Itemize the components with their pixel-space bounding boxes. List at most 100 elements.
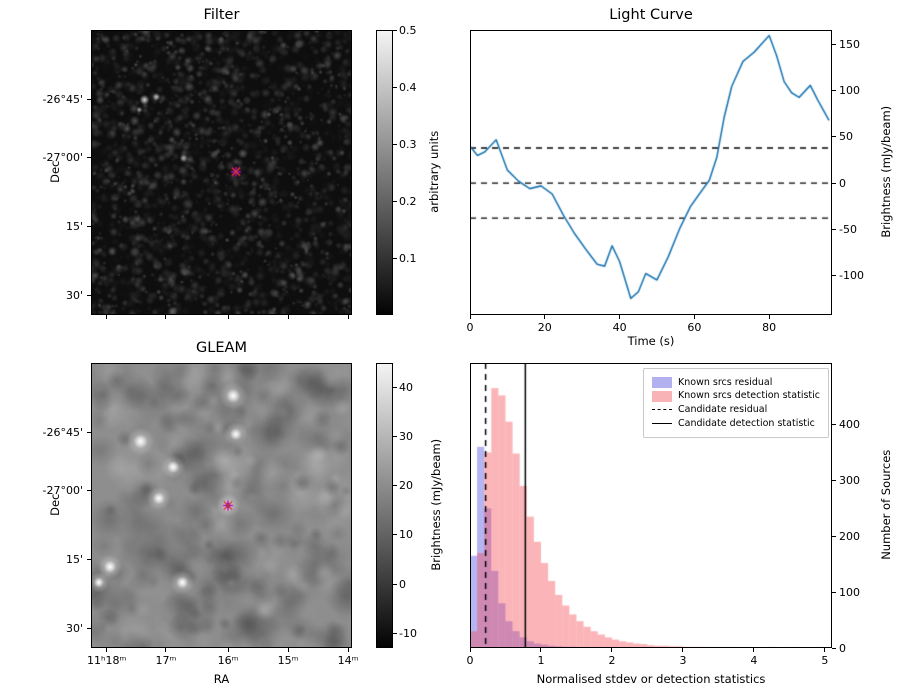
gleam-colorbar-tick-label: 40 xyxy=(399,381,413,395)
histogram-ytick-label: 0 xyxy=(839,641,846,655)
filter-colorbar-tick-label: 0.1 xyxy=(399,251,417,265)
gleam-ytick-label: 30' xyxy=(65,622,83,636)
legend-entry: Candidate residual xyxy=(652,404,820,415)
lightcurve-xtick xyxy=(619,315,621,319)
histogram-ytick-label: 300 xyxy=(839,473,860,487)
gleam-colorbar-tick xyxy=(393,632,397,634)
lightcurve-ytick xyxy=(832,274,836,276)
gleam-xtick-label: 15ᵐ xyxy=(277,654,299,667)
gleam-title: GLEAM xyxy=(196,340,247,356)
lightcurve-xtick xyxy=(693,315,695,319)
filter-image-canvas xyxy=(91,30,352,315)
lightcurve-xtick xyxy=(768,315,770,319)
lightcurve-ytick-label: 50 xyxy=(839,130,853,144)
gleam-colorbar-label: Brightness (mJy/beam) xyxy=(428,438,443,571)
lightcurve-ytick-label: 150 xyxy=(839,38,860,52)
gleam-colorbar-tick-label: 10 xyxy=(399,528,413,542)
histogram-xtick-label: 0 xyxy=(466,654,474,667)
histogram-ytick-label: 400 xyxy=(839,417,860,431)
gleam-colorbar-tick-label: -10 xyxy=(399,626,417,640)
lightcurve-ytick-label: -100 xyxy=(839,268,864,282)
filter-ytick-label: 30' xyxy=(65,289,83,303)
legend-label: Candidate detection statistic xyxy=(678,418,815,430)
histogram-ytick-label: 100 xyxy=(839,585,860,599)
gleam-colorbar-tick-label: 0 xyxy=(399,577,406,591)
gleam-colorbar-tick xyxy=(393,583,397,585)
filter-ytick xyxy=(87,295,91,297)
histogram-ytick xyxy=(832,535,836,537)
gleam-xtick xyxy=(106,648,108,652)
histogram-xtick xyxy=(824,648,826,652)
legend-swatch-patch xyxy=(652,376,672,388)
lightcurve-ytick xyxy=(832,228,836,230)
lightcurve-ytick xyxy=(832,136,836,138)
gleam-xtick xyxy=(227,648,229,652)
lightcurve-xtick-label: 20 xyxy=(537,321,552,334)
histogram-legend: Known srcs residual Known srcs detection … xyxy=(643,368,829,439)
filter-ytick-label: 15' xyxy=(65,220,83,234)
gleam-xtick-label: 17ᵐ xyxy=(155,654,177,667)
lightcurve-xlabel: Time (s) xyxy=(627,334,675,348)
histogram-ytick-label: 200 xyxy=(839,529,860,543)
filter-colorbar-tick xyxy=(393,29,397,31)
filter-ytick xyxy=(87,99,91,101)
histogram-ytick xyxy=(832,423,836,425)
histogram-xlabel: Normalised stdev or detection statistics xyxy=(536,672,766,686)
legend-label: Known srcs residual xyxy=(678,376,773,388)
histogram-xtick xyxy=(753,648,755,652)
filter-colorbar-canvas xyxy=(376,30,393,315)
filter-colorbar-tick xyxy=(393,200,397,202)
gleam-ytick xyxy=(87,628,91,630)
histogram-xtick xyxy=(540,648,542,652)
gleam-xtick-label: 11ʰ18ᵐ xyxy=(87,654,127,667)
filter-colorbar-tick-label: 0.4 xyxy=(399,80,417,94)
gleam-colorbar-canvas xyxy=(376,363,393,648)
filter-xtick xyxy=(287,315,289,319)
gleam-ytick-label: 15' xyxy=(65,553,83,567)
gleam-colorbar-tick-label: 20 xyxy=(399,479,413,493)
histogram-xtick xyxy=(611,648,613,652)
filter-colorbar-tick-label: 0.5 xyxy=(399,23,417,37)
histogram-ytick xyxy=(832,591,836,593)
gleam-colorbar-tick xyxy=(393,534,397,536)
legend-swatch-dashed-line xyxy=(652,409,672,411)
histogram-xtick-label: 4 xyxy=(750,654,758,667)
histogram-ytick xyxy=(832,479,836,481)
lightcurve-xtick-label: 40 xyxy=(612,321,627,334)
legend-entry: Known srcs detection statistic xyxy=(652,390,820,402)
filter-ytick xyxy=(87,226,91,228)
gleam-colorbar-tick xyxy=(393,485,397,487)
histogram-xtick-label: 2 xyxy=(608,654,616,667)
histogram-xtick-label: 1 xyxy=(537,654,545,667)
filter-xtick xyxy=(227,315,229,319)
filter-ytick xyxy=(87,157,91,159)
histogram-xtick-label: 5 xyxy=(821,654,829,667)
filter-xtick xyxy=(106,315,108,319)
gleam-ytick xyxy=(87,432,91,434)
filter-colorbar-label: arbitrary units xyxy=(426,130,441,213)
histogram-xtick xyxy=(469,648,471,652)
filter-colorbar-tick xyxy=(393,86,397,88)
legend-entry: Candidate detection statistic xyxy=(652,418,820,429)
legend-label: Known srcs detection statistic xyxy=(678,390,820,402)
filter-colorbar-tick-label: 0.2 xyxy=(399,194,417,208)
lightcurve-ytick-label: -50 xyxy=(839,222,857,236)
histogram-xtick xyxy=(682,648,684,652)
gleam-xtick xyxy=(165,648,167,652)
lightcurve-xtick xyxy=(544,315,546,319)
histogram-ylabel: Number of Sources xyxy=(878,449,893,560)
lightcurve-xtick-label: 60 xyxy=(687,321,702,334)
gleam-xtick xyxy=(347,648,349,652)
filter-colorbar-tick xyxy=(393,143,397,145)
legend-swatch-solid-line xyxy=(652,423,672,425)
legend-label: Candidate residual xyxy=(678,404,768,416)
lightcurve-canvas xyxy=(470,30,832,315)
lightcurve-ytick xyxy=(832,90,836,92)
gleam-ytick-label: -27°00' xyxy=(42,484,84,498)
gleam-ytick xyxy=(87,559,91,561)
filter-xtick xyxy=(347,315,349,319)
lightcurve-ytick-label: 100 xyxy=(839,84,860,98)
lightcurve-xtick-label: 80 xyxy=(762,321,777,334)
filter-title: Filter xyxy=(203,7,240,23)
